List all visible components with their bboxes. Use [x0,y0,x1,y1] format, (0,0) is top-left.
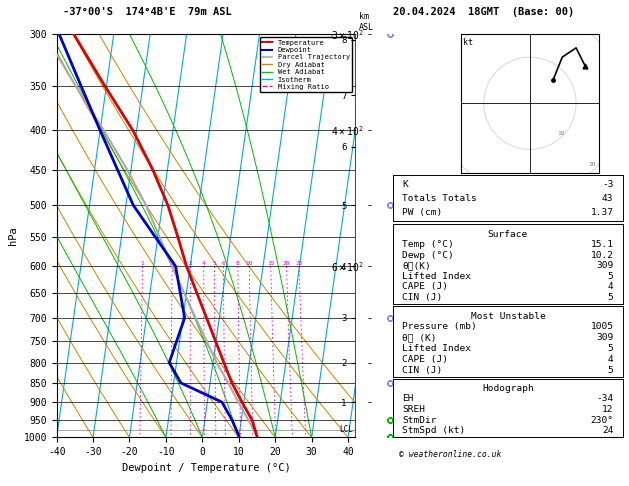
Text: 6: 6 [221,261,225,266]
Y-axis label: hPa: hPa [8,226,18,245]
Text: 309: 309 [596,333,613,342]
Text: 15.1: 15.1 [591,240,613,249]
Text: 10: 10 [557,131,565,136]
Text: 5: 5 [608,344,613,353]
Text: km
ASL: km ASL [359,12,374,32]
Text: 5: 5 [608,293,613,302]
Text: Most Unstable: Most Unstable [470,312,545,321]
Text: 8: 8 [236,261,240,266]
Text: © weatheronline.co.uk: © weatheronline.co.uk [399,450,502,459]
Text: Hodograph: Hodograph [482,383,534,393]
Text: CIN (J): CIN (J) [403,365,443,375]
Text: kt: kt [464,38,474,47]
Text: K: K [403,180,408,189]
Legend: Temperature, Dewpoint, Parcel Trajectory, Dry Adiabat, Wet Adiabat, Isotherm, Mi: Temperature, Dewpoint, Parcel Trajectory… [260,37,352,92]
Text: 5: 5 [608,272,613,281]
Text: 12: 12 [602,405,613,414]
Text: Pressure (mb): Pressure (mb) [403,322,477,331]
Text: 25: 25 [295,261,303,266]
Text: θᴇ (K): θᴇ (K) [403,333,437,342]
Text: StmSpd (kt): StmSpd (kt) [403,426,465,435]
Text: 5: 5 [608,365,613,375]
Text: 20.04.2024  18GMT  (Base: 00): 20.04.2024 18GMT (Base: 00) [393,7,574,17]
Text: CIN (J): CIN (J) [403,293,443,302]
Text: CAPE (J): CAPE (J) [403,282,448,292]
Text: θᴇ(K): θᴇ(K) [403,261,431,270]
Text: Surface: Surface [488,230,528,239]
Text: 10: 10 [245,261,253,266]
Text: Dewp (°C): Dewp (°C) [403,251,454,260]
Text: CAPE (J): CAPE (J) [403,355,448,364]
Text: -34: -34 [596,394,613,403]
Text: 4: 4 [202,261,206,266]
Text: Lifted Index: Lifted Index [403,344,471,353]
Text: StmDir: StmDir [403,416,437,425]
Text: 2: 2 [170,261,174,266]
Text: PW (cm): PW (cm) [403,208,443,217]
Text: 10.2: 10.2 [591,251,613,260]
Text: 1005: 1005 [591,322,613,331]
Text: 4: 4 [608,355,613,364]
Text: 230°: 230° [591,416,613,425]
Text: 43: 43 [602,194,613,203]
Text: SREH: SREH [403,405,425,414]
Text: 15: 15 [267,261,274,266]
Text: 1: 1 [141,261,145,266]
Text: 4: 4 [608,282,613,292]
Text: LCL: LCL [340,425,353,434]
Text: -37°00'S  174°4B'E  79m ASL: -37°00'S 174°4B'E 79m ASL [63,7,231,17]
Text: 5: 5 [213,261,216,266]
X-axis label: Dewpoint / Temperature (°C): Dewpoint / Temperature (°C) [121,463,291,473]
Text: 20: 20 [589,162,596,167]
Text: 1.37: 1.37 [591,208,613,217]
Text: 20: 20 [283,261,290,266]
Text: Totals Totals: Totals Totals [403,194,477,203]
Text: 24: 24 [602,426,613,435]
Text: EH: EH [403,394,414,403]
Text: Temp (°C): Temp (°C) [403,240,454,249]
Text: Lifted Index: Lifted Index [403,272,471,281]
Text: -3: -3 [602,180,613,189]
Text: 309: 309 [596,261,613,270]
Text: 3: 3 [189,261,192,266]
